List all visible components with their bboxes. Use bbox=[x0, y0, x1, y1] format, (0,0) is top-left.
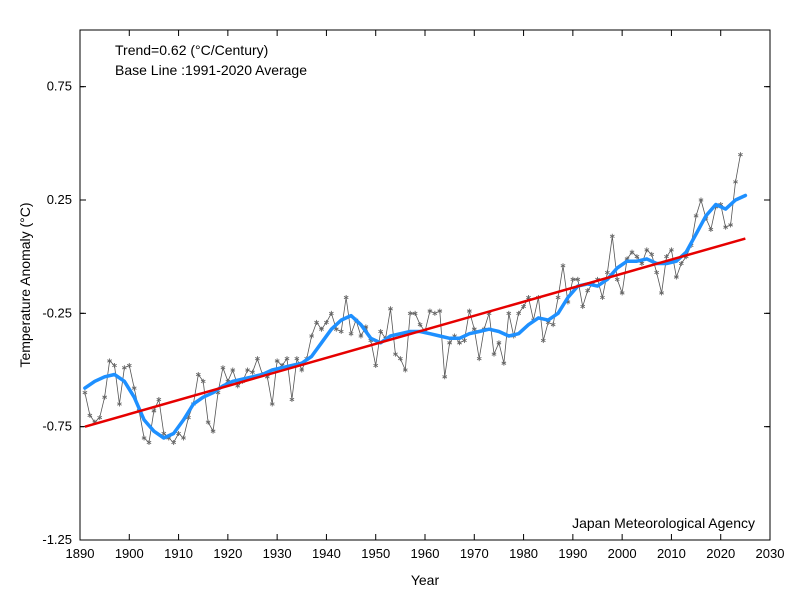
data-marker bbox=[132, 386, 136, 391]
data-marker bbox=[309, 334, 313, 339]
x-tick-label: 1940 bbox=[312, 546, 341, 561]
data-marker bbox=[723, 225, 727, 230]
data-marker bbox=[507, 311, 511, 316]
data-marker bbox=[581, 304, 585, 309]
y-axis-label: Temperature Anomaly (°C) bbox=[17, 202, 33, 367]
x-tick-label: 1950 bbox=[361, 546, 390, 561]
data-marker bbox=[654, 270, 658, 275]
x-tick-label: 1930 bbox=[263, 546, 292, 561]
trend-line bbox=[85, 239, 745, 427]
temperature-anomaly-chart: 1890 1900 1910 1920 1930 1940 1950 1960 1970 1980… bbox=[0, 0, 800, 600]
data-marker bbox=[152, 408, 156, 413]
data-marker bbox=[339, 329, 343, 334]
data-marker bbox=[206, 420, 210, 425]
data-marker bbox=[117, 402, 121, 407]
data-marker bbox=[102, 395, 106, 400]
x-tick-label: 1990 bbox=[558, 546, 587, 561]
x-tick-label: 1900 bbox=[115, 546, 144, 561]
data-marker bbox=[221, 365, 225, 370]
y-tick-label: 0.25 bbox=[47, 192, 72, 207]
data-marker bbox=[231, 368, 235, 373]
x-tick-label: 2000 bbox=[608, 546, 637, 561]
x-tick-label: 1970 bbox=[460, 546, 489, 561]
x-tick-label: 2030 bbox=[756, 546, 785, 561]
data-marker bbox=[270, 402, 274, 407]
data-marker bbox=[477, 356, 481, 361]
attribution-text: Japan Meteorological Agency bbox=[572, 515, 755, 531]
data-marker bbox=[561, 263, 565, 268]
data-marker bbox=[600, 295, 604, 300]
data-marker bbox=[738, 152, 742, 157]
data-marker bbox=[709, 227, 713, 232]
data-marker bbox=[443, 374, 447, 379]
data-marker bbox=[300, 368, 304, 373]
data-marker bbox=[694, 213, 698, 218]
chart-svg: 1890 1900 1910 1920 1930 1940 1950 1960 1970 1980… bbox=[0, 0, 800, 600]
data-marker bbox=[428, 309, 432, 314]
data-marker bbox=[245, 368, 249, 373]
data-marker bbox=[610, 234, 614, 239]
data-marker bbox=[157, 397, 161, 402]
x-tick-label: 1960 bbox=[411, 546, 440, 561]
data-marker bbox=[699, 198, 703, 203]
data-marker bbox=[329, 311, 333, 316]
data-marker bbox=[349, 331, 353, 336]
y-tick-label: -1.25 bbox=[42, 532, 72, 547]
data-marker bbox=[344, 295, 348, 300]
smooth-line bbox=[85, 196, 746, 439]
data-marker bbox=[438, 309, 442, 314]
y-tick-label: -0.25 bbox=[42, 305, 72, 320]
data-marker bbox=[374, 363, 378, 368]
data-marker bbox=[497, 340, 501, 345]
x-tick-label: 1890 bbox=[66, 546, 95, 561]
data-marker bbox=[659, 290, 663, 295]
data-marker bbox=[733, 179, 737, 184]
x-tick-label: 1920 bbox=[213, 546, 242, 561]
data-marker bbox=[211, 429, 215, 434]
data-marker bbox=[122, 365, 126, 370]
data-marker bbox=[502, 361, 506, 366]
data-marker bbox=[728, 222, 732, 227]
x-tick-label: 2020 bbox=[706, 546, 735, 561]
data-marker bbox=[359, 334, 363, 339]
x-tick-label: 1980 bbox=[509, 546, 538, 561]
y-tick-label: 0.75 bbox=[47, 79, 72, 94]
x-tick-label: 2010 bbox=[657, 546, 686, 561]
plot-border bbox=[80, 30, 770, 540]
data-marker bbox=[295, 356, 299, 361]
data-marker bbox=[255, 356, 259, 361]
data-marker bbox=[403, 368, 407, 373]
y-tick-label: -0.75 bbox=[42, 419, 72, 434]
data-marker bbox=[551, 322, 555, 327]
data-marker bbox=[674, 275, 678, 280]
data-marker bbox=[250, 370, 254, 375]
data-marker bbox=[492, 352, 496, 357]
data-marker bbox=[615, 277, 619, 282]
data-marker bbox=[605, 270, 609, 275]
data-marker bbox=[83, 390, 87, 395]
trend-annotation: Trend=0.62 (°C/Century) bbox=[115, 42, 268, 58]
data-marker bbox=[127, 363, 131, 368]
data-marker bbox=[388, 306, 392, 311]
x-tick-label: 1910 bbox=[164, 546, 193, 561]
data-marker bbox=[290, 397, 294, 402]
data-marker bbox=[433, 311, 437, 316]
data-marker bbox=[541, 338, 545, 343]
baseline-annotation: Base Line :1991-2020 Average bbox=[115, 62, 307, 78]
data-marker bbox=[620, 290, 624, 295]
data-marker bbox=[467, 309, 471, 314]
data-marker bbox=[556, 295, 560, 300]
x-axis-label: Year bbox=[411, 572, 440, 588]
data-marker bbox=[462, 338, 466, 343]
